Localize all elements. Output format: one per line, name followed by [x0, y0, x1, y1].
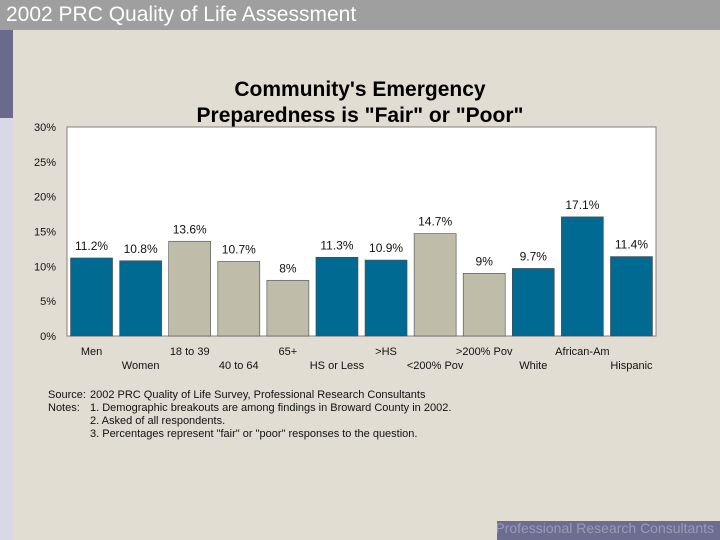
- x-category-label: >200% Pov: [456, 346, 513, 358]
- x-category-label: HS or Less: [310, 360, 365, 372]
- y-tick-label: 10%: [34, 261, 56, 273]
- bar: [266, 279, 310, 337]
- bar-value-label: 10.7%: [222, 242, 256, 256]
- left-strip-accent: [0, 30, 13, 118]
- x-category-label: 40 to 64: [219, 360, 259, 372]
- bar-value-label: 13.6%: [173, 222, 207, 236]
- bar: [462, 272, 506, 337]
- bar-value-label: 9%: [476, 254, 494, 268]
- left-strip: [0, 30, 13, 540]
- y-tick-label: 30%: [34, 122, 56, 134]
- x-category-label: African-Am: [555, 346, 609, 358]
- x-category-label: 18 to 39: [170, 346, 210, 358]
- bar-value-label: 11.3%: [320, 238, 353, 252]
- footer-text: Professional Research Consultants: [497, 521, 714, 536]
- source-label: Source:: [48, 389, 86, 401]
- chart-title-line2: Preparedness is "Fair" or "Poor": [197, 104, 524, 127]
- x-category-label: 65+: [279, 346, 298, 358]
- bar: [511, 268, 555, 337]
- x-category-label: Women: [122, 360, 160, 372]
- bar-value-label: 10.8%: [124, 242, 158, 256]
- x-category-label: White: [519, 360, 547, 372]
- presentation-title: 2002 PRC Quality of Life Assessment: [6, 3, 357, 26]
- bar: [364, 259, 408, 337]
- note-item: 3. Percentages represent "fair" or "poor…: [90, 428, 418, 440]
- bar: [217, 261, 261, 337]
- note-item: 2. Asked of all respondents.: [90, 415, 226, 427]
- bar-value-label: 10.9%: [369, 241, 403, 255]
- bar-value-label: 9.7%: [520, 249, 548, 263]
- chart-title-line1: Community's Emergency: [234, 78, 486, 101]
- bar: [413, 233, 457, 337]
- bar-value-label: 11.4%: [615, 238, 648, 252]
- notes-label: Notes:: [48, 402, 80, 414]
- bar-value-label: 8%: [279, 261, 297, 275]
- source-text: 2002 PRC Quality of Life Survey, Profess…: [90, 389, 426, 401]
- bar: [315, 256, 359, 337]
- x-category-label: Men: [81, 346, 102, 358]
- chart-notes: Source: 2002 PRC Quality of Life Survey, …: [48, 389, 451, 441]
- y-tick-label: 15%: [34, 227, 56, 239]
- y-tick-label: 5%: [40, 296, 56, 308]
- bar: [561, 216, 604, 337]
- footer-brand: Professional Research Consultants: [497, 521, 720, 540]
- plot-area: [66, 126, 657, 337]
- x-category-label: Hispanic: [610, 360, 653, 372]
- bar: [610, 256, 653, 337]
- bar-value-label: 17.1%: [565, 198, 599, 212]
- bar: [168, 240, 212, 337]
- x-category-label: <200% Pov: [407, 360, 464, 372]
- x-category-label: >HS: [375, 346, 397, 358]
- y-tick-label: 20%: [34, 192, 56, 204]
- bar-value-label: 11.2%: [75, 239, 108, 253]
- y-tick-label: 0%: [40, 331, 56, 343]
- title-bar: 2002 PRC Quality of Life Assessment: [0, 0, 720, 30]
- note-item: 1. Demographic breakouts are among findi…: [90, 402, 452, 414]
- y-tick-label: 25%: [34, 157, 56, 169]
- bar: [70, 257, 113, 337]
- bar-value-label: 14.7%: [418, 215, 452, 229]
- bar: [119, 260, 162, 337]
